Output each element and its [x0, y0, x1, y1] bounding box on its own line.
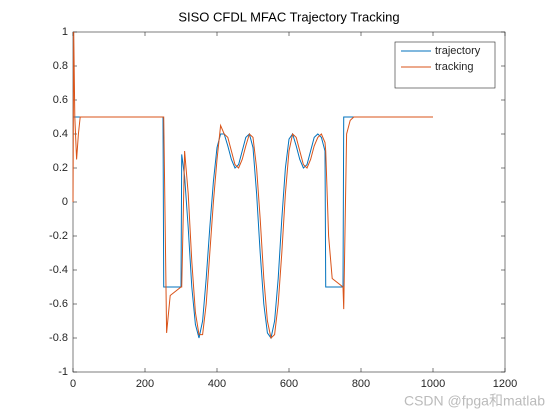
x-tick-label: 600 [280, 378, 298, 390]
x-tick-label: 400 [208, 378, 226, 390]
y-tick-label: -0.4 [49, 264, 68, 276]
y-tick-label: 1 [62, 26, 68, 38]
y-tick-label: -1 [58, 366, 68, 378]
y-tick-label: -0.2 [49, 230, 68, 242]
watermark: CSDN @fpga和matlab [404, 393, 545, 409]
y-tick-label: 0.2 [53, 162, 68, 174]
chart-title: SISO CFDL MFAC Trajectory Tracking [178, 9, 399, 24]
legend-box [394, 41, 496, 89]
x-tick-label: 1000 [421, 378, 445, 390]
x-tick-label: 800 [352, 378, 370, 390]
x-tick-label: 0 [70, 378, 76, 390]
y-tick-label: 0 [62, 196, 68, 208]
legend: trajectory tracking [394, 41, 496, 89]
legend-label: trajectory [435, 45, 481, 57]
y-tick-label: 0.4 [53, 128, 68, 140]
y-tick-label: -0.6 [49, 298, 68, 310]
y-tick-label: -0.8 [49, 332, 68, 344]
x-tick-label: 1200 [493, 378, 517, 390]
line-series [72, 31, 433, 339]
legend-label: tracking [435, 61, 474, 73]
y-tick-label: 0.6 [53, 94, 68, 106]
plot-area [72, 31, 506, 373]
y-tick-label: 0.8 [53, 60, 68, 72]
x-tick-label: 200 [136, 378, 154, 390]
line-series [73, 116, 433, 340]
